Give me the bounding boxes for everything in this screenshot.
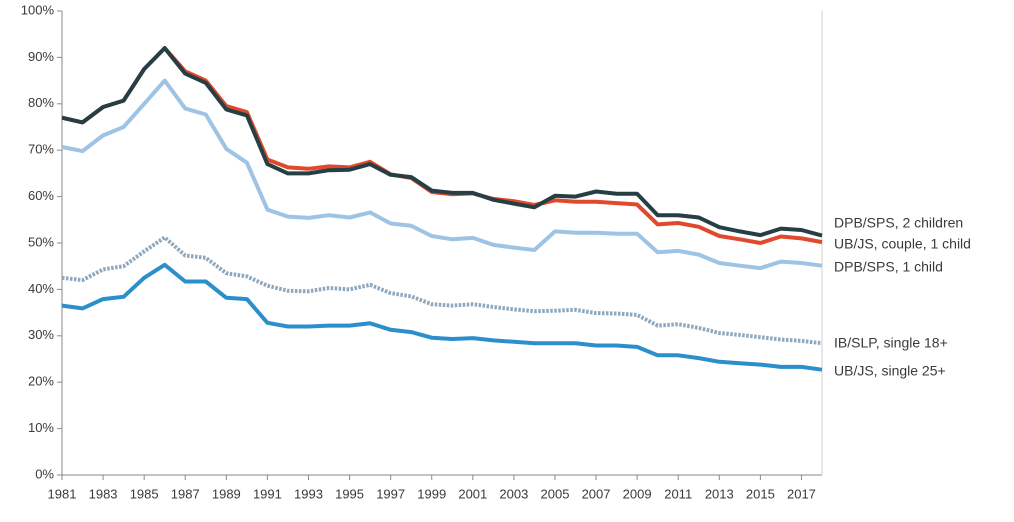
- legend-label: IB/SLP, single 18+: [834, 335, 948, 351]
- series-line: [61, 262, 823, 372]
- y-tick-label: 40%: [28, 281, 54, 296]
- legend-label: DPB/SPS, 1 child: [834, 259, 943, 275]
- x-tick-label: 1985: [130, 486, 159, 501]
- x-tick-label: 2001: [458, 486, 487, 501]
- x-tick-label: 1987: [171, 486, 200, 501]
- x-tick-label: 1997: [376, 486, 405, 501]
- x-tick-label: 2017: [787, 486, 816, 501]
- x-tick-label: 1993: [294, 486, 323, 501]
- y-tick-label: 0%: [35, 466, 54, 481]
- y-tick-label: 20%: [28, 374, 54, 389]
- x-tick-label: 1991: [253, 486, 282, 501]
- x-tick-label: 2007: [582, 486, 611, 501]
- x-tick-label: 2009: [623, 486, 652, 501]
- x-tick-label: 2015: [746, 486, 775, 501]
- y-tick-label: 90%: [28, 49, 54, 64]
- legend-label: DPB/SPS, 2 children: [834, 215, 963, 231]
- x-tick-label: 1995: [335, 486, 364, 501]
- x-tick-label: 2013: [705, 486, 734, 501]
- series-line: [61, 78, 823, 271]
- x-tick-label: 1981: [48, 486, 77, 501]
- y-tick-label: 50%: [28, 234, 54, 249]
- y-tick-label: 60%: [28, 188, 54, 203]
- x-tick-label: 1983: [89, 486, 118, 501]
- x-tick-label: 1989: [212, 486, 241, 501]
- y-tick-label: 100%: [21, 2, 55, 17]
- series-line: [61, 235, 823, 346]
- series-line: [61, 46, 823, 245]
- x-tick-label: 2005: [541, 486, 570, 501]
- y-tick-label: 70%: [28, 142, 54, 157]
- y-tick-label: 30%: [28, 327, 54, 342]
- x-tick-label: 1999: [417, 486, 446, 501]
- legend-label: UB/JS, couple, 1 child: [834, 236, 971, 252]
- x-tick-label: 2003: [499, 486, 528, 501]
- x-tick-label: 2011: [664, 486, 692, 501]
- y-tick-label: 10%: [28, 420, 54, 435]
- legend-label: UB/JS, single 25+: [834, 363, 946, 379]
- series-line: [61, 46, 823, 238]
- y-tick-label: 80%: [28, 95, 54, 110]
